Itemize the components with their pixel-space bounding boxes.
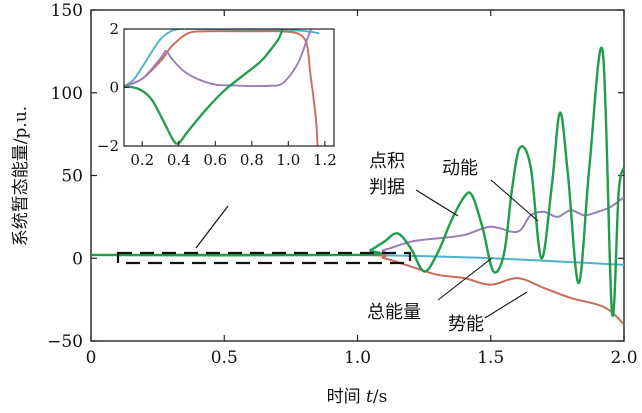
y-tick-label: −50	[47, 332, 83, 352]
annotation-kinetic: 动能	[442, 158, 478, 179]
inset-series-line-green	[124, 29, 284, 145]
zoom-connector-line	[195, 205, 229, 249]
y-axis-title: 系统暂态能量/p.u.	[11, 106, 31, 246]
series-line-green	[91, 46, 626, 318]
x-tick-label: 2.0	[610, 348, 637, 368]
inset-x-tick-label: 0.2	[130, 151, 154, 169]
x-tick-label: 0.5	[211, 348, 238, 368]
y-tick-label: 0	[72, 249, 83, 269]
annotation-dot-product-line2: 判据	[369, 177, 405, 198]
potential-leader	[484, 291, 528, 319]
inset-y-tick-label: 2	[109, 20, 119, 38]
annotation-total: 总能量	[367, 302, 421, 323]
inset-x-tick-label: 0.6	[203, 151, 227, 169]
y-tick-label: 150	[51, 1, 83, 21]
x-axis-title: 时间 t/s	[327, 387, 388, 407]
inset-x-tick-label: 1.2	[313, 151, 337, 169]
x-axis-title-unit: /s	[373, 387, 387, 407]
inset-axis-ticks: 0.2 0.4 0.6 0.8 1.0 1.2 2 0 −2	[97, 20, 337, 169]
inset-x-tick-label: 0.8	[240, 151, 264, 169]
kinetic-leader	[490, 179, 539, 222]
x-tick-label: 0	[86, 348, 97, 368]
dot-product-leader	[415, 189, 459, 217]
inset-y-tick-label: 0	[109, 79, 119, 97]
zoom-region-box	[116, 251, 412, 265]
inset-series-line-purple	[124, 29, 313, 88]
inset-y-tick-label: −2	[97, 137, 119, 155]
y-tick-label: 50	[61, 167, 83, 187]
inset-x-tick-label: 0.4	[167, 151, 191, 169]
annotation-potential: 势能	[448, 314, 484, 335]
x-axis-title-var: t	[366, 387, 373, 407]
x-tick-label: 1.0	[344, 348, 371, 368]
total-leader	[437, 257, 493, 301]
series-line-red	[91, 253, 625, 326]
inset-series-line-blue	[124, 29, 320, 88]
x-tick-label: 1.5	[477, 348, 504, 368]
y-tick-label: 100	[51, 84, 83, 104]
inset-series-line-red	[124, 30, 319, 146]
inset-series-group	[124, 29, 320, 146]
x-axis-title-text: 时间	[327, 387, 361, 407]
inset-x-tick-label: 1.0	[276, 151, 300, 169]
annotation-dot-product-line1: 点积	[369, 151, 405, 172]
